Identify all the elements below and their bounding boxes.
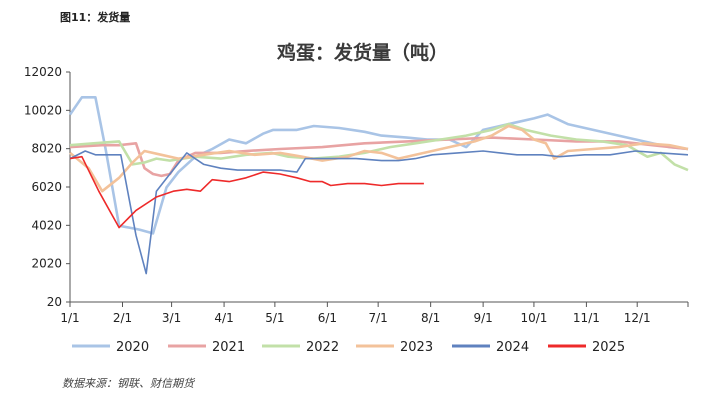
legend: 2020 2021 2022 2023 2024 2025 xyxy=(72,340,625,355)
x-tick-label: 9/1 xyxy=(473,311,492,325)
legend-label-2022: 2022 xyxy=(306,340,339,355)
series-line-2022 xyxy=(69,122,689,172)
y-tick-label: 6020 xyxy=(31,180,62,194)
x-tick-label: 12/1 xyxy=(624,311,651,325)
x-tick-label: 11/1 xyxy=(573,311,600,325)
series-lines xyxy=(68,96,689,275)
x-tick-label: 4/1 xyxy=(214,311,233,325)
x-tick-label: 1/1 xyxy=(60,311,79,325)
y-tick-label: 8020 xyxy=(31,142,62,156)
x-tick-label: 10/1 xyxy=(520,311,547,325)
x-tick-label: 5/1 xyxy=(265,311,284,325)
legend-label-2025: 2025 xyxy=(592,340,625,355)
y-tick-label: 12020 xyxy=(24,65,62,79)
y-tick-label: 10020 xyxy=(24,103,62,117)
chart-title: 鸡蛋：发货量（吨） xyxy=(276,42,448,64)
y-tick-label: 20 xyxy=(47,295,62,309)
legend-label-2020: 2020 xyxy=(116,340,149,355)
series-line-2020 xyxy=(68,96,689,235)
x-tick-label: 2/1 xyxy=(113,311,132,325)
x-tick-label: 8/1 xyxy=(421,311,440,325)
series-line-2023 xyxy=(69,124,689,193)
y-tick-label: 4020 xyxy=(31,218,62,232)
x-tick-label: 6/1 xyxy=(318,311,337,325)
legend-label-2021: 2021 xyxy=(212,340,245,355)
series-line-2024 xyxy=(69,150,689,275)
series-line-2021 xyxy=(69,136,689,178)
series-line-2025 xyxy=(69,155,424,229)
legend-label-2024: 2024 xyxy=(496,340,529,355)
figure-label: 图11：发货量 xyxy=(60,11,131,24)
x-tick-label: 3/1 xyxy=(162,311,181,325)
source-note: 数据来源：钢联、财信期货 xyxy=(62,377,194,390)
legend-label-2023: 2023 xyxy=(400,340,433,355)
y-tick-label: 2020 xyxy=(31,257,62,271)
x-tick-label: 7/1 xyxy=(368,311,387,325)
